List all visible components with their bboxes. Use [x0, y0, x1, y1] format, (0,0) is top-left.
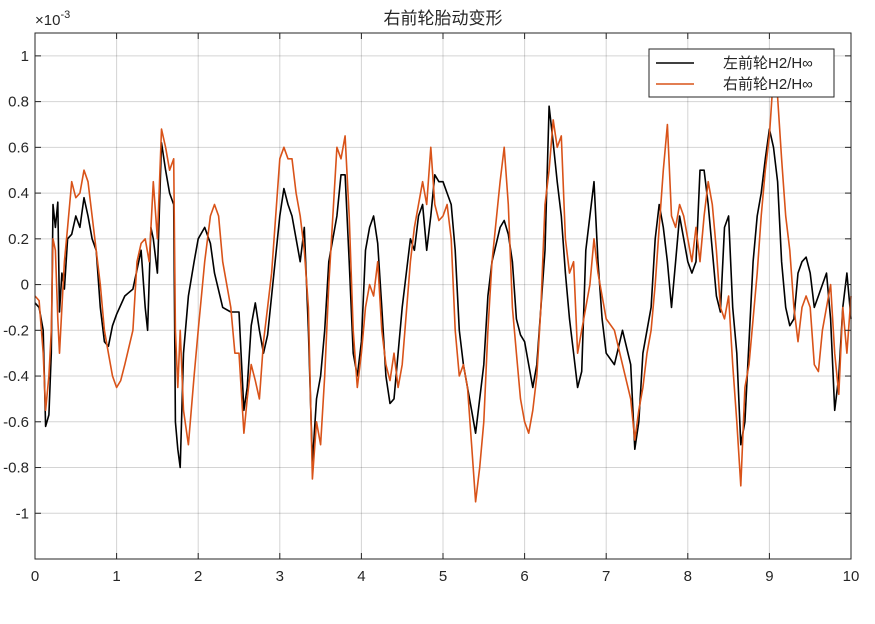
y-axis-exponent: ×10-3: [35, 9, 70, 29]
series-lines: [34, 73, 852, 503]
y-tick-label: -1: [16, 505, 29, 522]
x-tick-label: 5: [439, 568, 447, 585]
x-tick-label: 7: [602, 568, 610, 585]
x-tick-label: 2: [194, 568, 202, 585]
x-tick-label: 10: [843, 568, 860, 585]
legend-label-2: 右前轮H2/H∞: [723, 76, 813, 93]
x-tick-label: 8: [684, 568, 692, 585]
legend: 左前轮H2/H∞ 右前轮H2/H∞: [648, 48, 835, 98]
y-tick-label: 0.2: [8, 231, 29, 248]
axis-tick-labels: 0 1 2 3 4 5 6 7 8 9 10 -1 -0.8 -0.6 -0.4 -0.2 0 0.2 0.4 0.6…: [3, 48, 859, 585]
x-tick-label: 6: [520, 568, 528, 585]
y-tick-label: -0.2: [3, 322, 29, 339]
axis-ticks: [34, 33, 852, 559]
y-tick-label: 0.6: [8, 139, 29, 156]
y-exponent-label: ×10-3: [35, 9, 70, 29]
y-tick-label: -0.6: [3, 414, 29, 431]
y-tick-label: 0: [21, 277, 29, 294]
y-tick-label: -0.8: [3, 460, 29, 477]
y-tick-label: 0.8: [8, 94, 29, 111]
series-line-2: [34, 73, 852, 503]
x-tick-label: 1: [112, 568, 120, 585]
y-tick-label: -0.4: [3, 368, 29, 385]
y-tick-label: 1: [21, 48, 29, 65]
x-tick-label: 9: [765, 568, 773, 585]
series-line-1: [34, 105, 852, 469]
y-tick-label: 0.4: [8, 185, 29, 202]
x-tick-label: 3: [276, 568, 284, 585]
x-tick-label: 4: [357, 568, 365, 585]
legend-label-1: 左前轮H2/H∞: [723, 55, 813, 72]
plot-area: [35, 33, 851, 559]
x-tick-label: 0: [31, 568, 39, 585]
legend-box: [648, 48, 835, 98]
chart-title: 右前轮胎动变形: [384, 9, 503, 28]
